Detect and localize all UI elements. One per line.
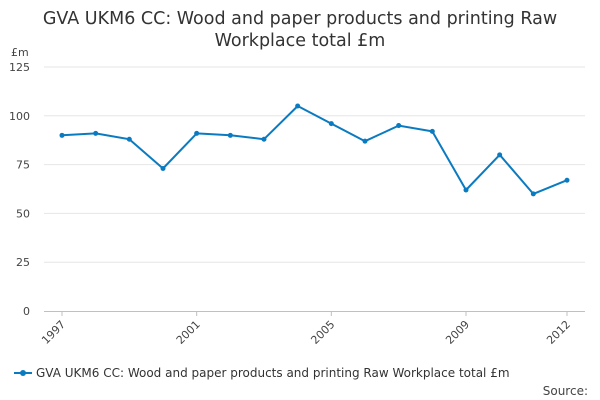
x-tick-label: 2009 <box>443 318 472 347</box>
y-tick-label: 25 <box>16 256 30 269</box>
data-point[interactable] <box>93 130 99 136</box>
x-tick-labels: 1997 2001 2005 2009 2012 <box>39 318 573 347</box>
y-tick-labels: 0 25 50 75 100 125 <box>9 61 30 318</box>
data-point[interactable] <box>295 103 301 109</box>
data-point[interactable] <box>328 121 334 127</box>
data-point[interactable] <box>227 132 233 138</box>
y-axis-unit-label: £m <box>11 46 29 59</box>
x-tick-label: 2012 <box>544 318 573 347</box>
legend-line-marker-icon <box>14 368 32 378</box>
data-point[interactable] <box>126 136 132 142</box>
series-line <box>61 105 568 195</box>
gridlines <box>44 66 585 263</box>
data-point[interactable] <box>261 136 267 142</box>
y-tick-label: 50 <box>16 207 30 220</box>
y-tick-label: 75 <box>16 159 30 172</box>
legend-series-label: GVA UKM6 CC: Wood and paper products and… <box>36 366 510 380</box>
data-point[interactable] <box>362 138 368 144</box>
data-series <box>59 103 570 197</box>
data-point[interactable] <box>194 130 200 136</box>
y-tick-label: 125 <box>9 61 30 74</box>
y-tick-label: 0 <box>23 305 30 318</box>
data-point[interactable] <box>59 132 65 138</box>
x-tick-label: 2001 <box>174 318 203 347</box>
data-point[interactable] <box>530 191 536 197</box>
data-point[interactable] <box>463 187 469 193</box>
data-point[interactable] <box>160 166 166 172</box>
chart-title-line-2: Workplace total £m <box>214 31 386 51</box>
legend: GVA UKM6 CC: Wood and paper products and… <box>14 366 510 380</box>
chart-title: GVA UKM6 CC: Wood and paper products and… <box>0 8 600 52</box>
data-point[interactable] <box>497 152 503 158</box>
data-point[interactable] <box>396 123 402 129</box>
data-point[interactable] <box>564 177 570 183</box>
axes <box>44 311 585 316</box>
y-tick-label: 100 <box>9 110 30 123</box>
data-point[interactable] <box>429 128 435 134</box>
x-tick-label: 1997 <box>39 318 68 347</box>
source-label: Source: <box>542 384 588 398</box>
chart-title-line-1: GVA UKM6 CC: Wood and paper products and… <box>42 9 558 29</box>
x-tick-label: 2005 <box>308 318 337 347</box>
